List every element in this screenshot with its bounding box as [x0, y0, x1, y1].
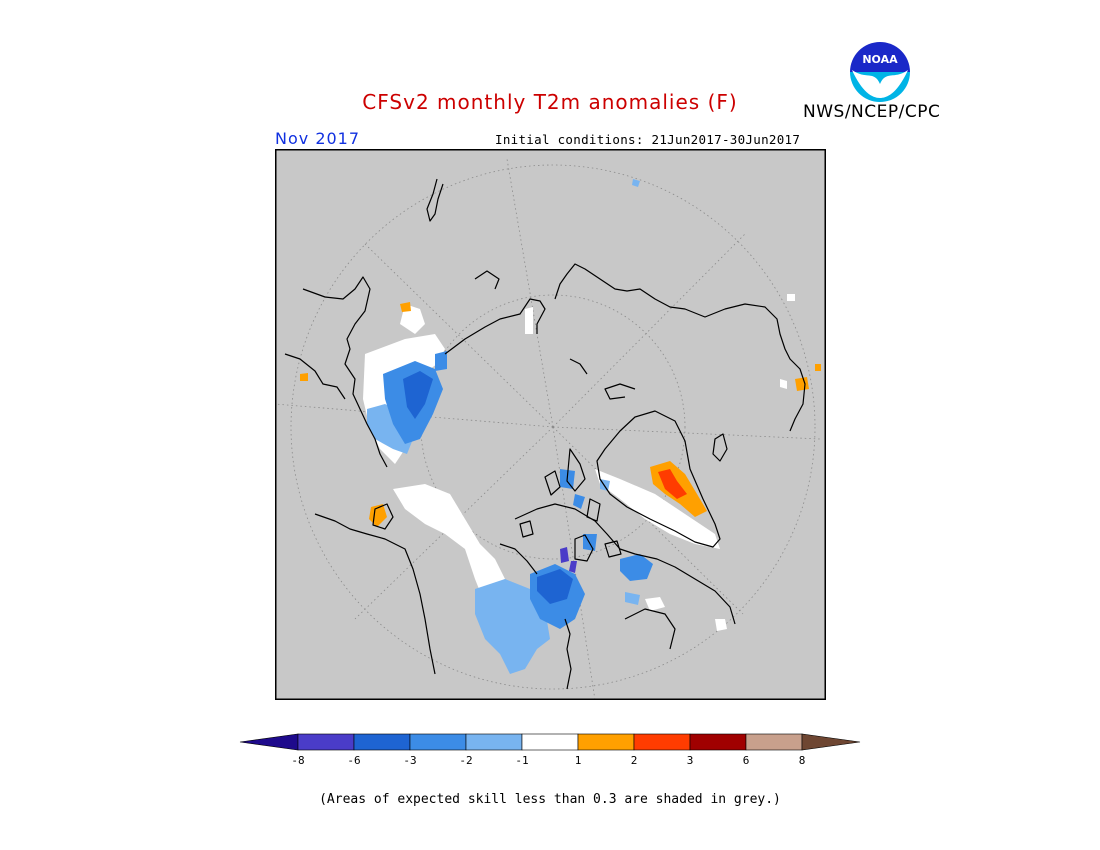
colorbar-label: 6 [743, 754, 750, 767]
colorbar-box [297, 733, 355, 751]
colorbar-box [689, 733, 747, 751]
colorbar-label: 1 [575, 754, 582, 767]
colorbar-arrow-left [239, 733, 299, 751]
map-frame [275, 149, 826, 700]
forecast-period: Nov 2017 [275, 129, 361, 148]
colorbar: -8 -6 -3 -2 -1 1 2 3 6 8 [239, 733, 861, 767]
colorbar-label: -3 [403, 754, 416, 767]
colorbar-arrow-right [801, 733, 861, 751]
colorbar-box [633, 733, 691, 751]
colorbar-boxes [239, 733, 861, 751]
colorbar-label: -8 [291, 754, 304, 767]
initial-conditions: Initial conditions: 21Jun2017-30Jun2017 [495, 132, 801, 147]
logo-text: NOAA [862, 53, 898, 66]
colorbar-box [577, 733, 635, 751]
colorbar-box [465, 733, 523, 751]
colorbar-label: -2 [459, 754, 472, 767]
colorbar-label: 8 [799, 754, 806, 767]
skill-footnote: (Areas of expected skill less than 0.3 a… [319, 792, 781, 807]
coastlines [284, 178, 806, 690]
colorbar-box [409, 733, 467, 751]
anomaly-red-orange [658, 469, 687, 499]
anomaly-dark-blue [403, 371, 573, 604]
colorbar-box [353, 733, 411, 751]
colorbar-box [745, 733, 803, 751]
chart-title: CFSv2 monthly T2m anomalies (F) [362, 90, 738, 114]
colorbar-labels: -8 -6 -3 -2 -1 1 2 3 6 8 [291, 754, 805, 767]
colorbar-label: 2 [631, 754, 638, 767]
colorbar-label: -6 [347, 754, 360, 767]
colorbar-box [521, 733, 579, 751]
colorbar-label: 3 [687, 754, 694, 767]
colorbar-label: -1 [515, 754, 528, 767]
anomaly-map [275, 149, 826, 700]
agency-label: NWS/NCEP/CPC [803, 102, 941, 122]
anomaly-violet [560, 547, 577, 573]
noaa-logo: NOAA [849, 41, 911, 103]
